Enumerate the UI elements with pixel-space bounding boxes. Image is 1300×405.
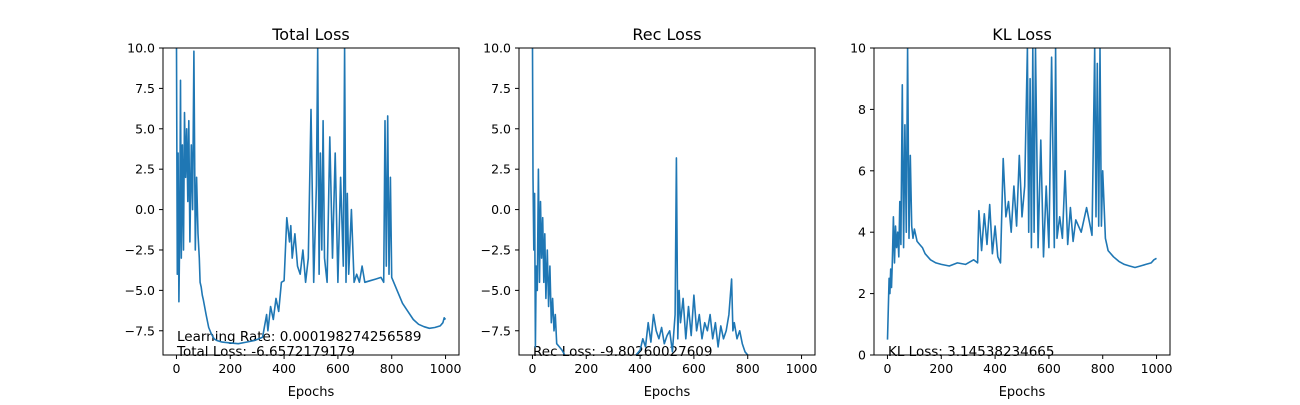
y-tick-label: −5.0 xyxy=(125,283,155,298)
x-axis-label: Epochs xyxy=(644,385,691,400)
y-tick-label: 5.0 xyxy=(135,121,155,136)
x-tick-label: 1000 xyxy=(786,361,818,376)
x-axis-label: Epochs xyxy=(999,385,1046,400)
x-tick-label: 800 xyxy=(380,361,404,376)
x-tick-label: 400 xyxy=(983,361,1007,376)
x-tick-label: 0 xyxy=(172,361,180,376)
total-loss-annotation: Total Loss: -6.6572179179 xyxy=(176,344,355,360)
y-tick-label: 2.5 xyxy=(135,162,155,177)
y-tick-label: 0.0 xyxy=(491,202,511,217)
y-tick-label: −2.5 xyxy=(125,242,155,257)
kl-loss-panel: KL Loss Epochs KL Loss: 3.14538234665 0 2… xyxy=(850,25,1172,400)
x-tick-label: 200 xyxy=(574,361,598,376)
x-tick-label: 0 xyxy=(883,361,891,376)
y-tick-label: 2 xyxy=(858,286,866,301)
rec-loss-annotation: Rec Loss: -9.80260027609 xyxy=(533,344,712,360)
y-tick-label: −2.5 xyxy=(481,242,511,257)
series-line xyxy=(175,48,447,345)
y-tick-label: 7.5 xyxy=(491,81,511,96)
y-tick-label: 0 xyxy=(858,348,866,363)
total-loss-panel: Total Loss Epochs Learning Rate: 0.00019… xyxy=(125,25,462,400)
learning-rate-annotation: Learning Rate: 0.000198274256589 xyxy=(177,329,421,345)
x-axis-label: Epochs xyxy=(288,385,335,400)
x-tick-label: 1000 xyxy=(1141,361,1173,376)
series-line xyxy=(531,48,751,355)
y-tick-label: 4 xyxy=(858,225,866,240)
x-tick-label: 400 xyxy=(628,361,652,376)
x-tick-label: 600 xyxy=(1037,361,1061,376)
y-tick-label: 5.0 xyxy=(491,121,511,136)
y-tick-label: 8 xyxy=(858,102,866,117)
y-tick-label: 2.5 xyxy=(491,162,511,177)
y-tick-label: 10.0 xyxy=(483,41,511,56)
x-tick-label: 800 xyxy=(736,361,760,376)
axes-frame xyxy=(873,47,1171,356)
y-tick-label: −7.5 xyxy=(125,323,155,338)
chart-title: Rec Loss xyxy=(632,25,701,44)
chart-title: Total Loss xyxy=(271,25,350,44)
x-tick-label: 800 xyxy=(1091,361,1115,376)
axes-frame xyxy=(162,47,460,356)
axes-frame xyxy=(518,47,816,356)
x-tick-label: 600 xyxy=(326,361,350,376)
y-tick-label: 10.0 xyxy=(127,41,155,56)
y-tick-label: −5.0 xyxy=(481,283,511,298)
x-tick-label: 400 xyxy=(272,361,296,376)
y-tick-label: 0.0 xyxy=(135,202,155,217)
x-tick-label: 600 xyxy=(682,361,706,376)
x-tick-label: 0 xyxy=(528,361,536,376)
y-tick-label: 10 xyxy=(850,41,866,56)
chart-title: KL Loss xyxy=(992,25,1052,44)
kl-loss-annotation: KL Loss: 3.14538234665 xyxy=(888,344,1054,360)
x-tick-label: 200 xyxy=(218,361,242,376)
x-tick-label: 1000 xyxy=(430,361,462,376)
y-tick-label: 7.5 xyxy=(135,81,155,96)
x-tick-label: 200 xyxy=(929,361,953,376)
series-line xyxy=(886,48,1157,340)
rec-loss-panel: Rec Loss Epochs Rec Loss: -9.80260027609… xyxy=(481,25,818,400)
y-tick-label: −7.5 xyxy=(481,323,511,338)
y-tick-label: 6 xyxy=(858,163,866,178)
